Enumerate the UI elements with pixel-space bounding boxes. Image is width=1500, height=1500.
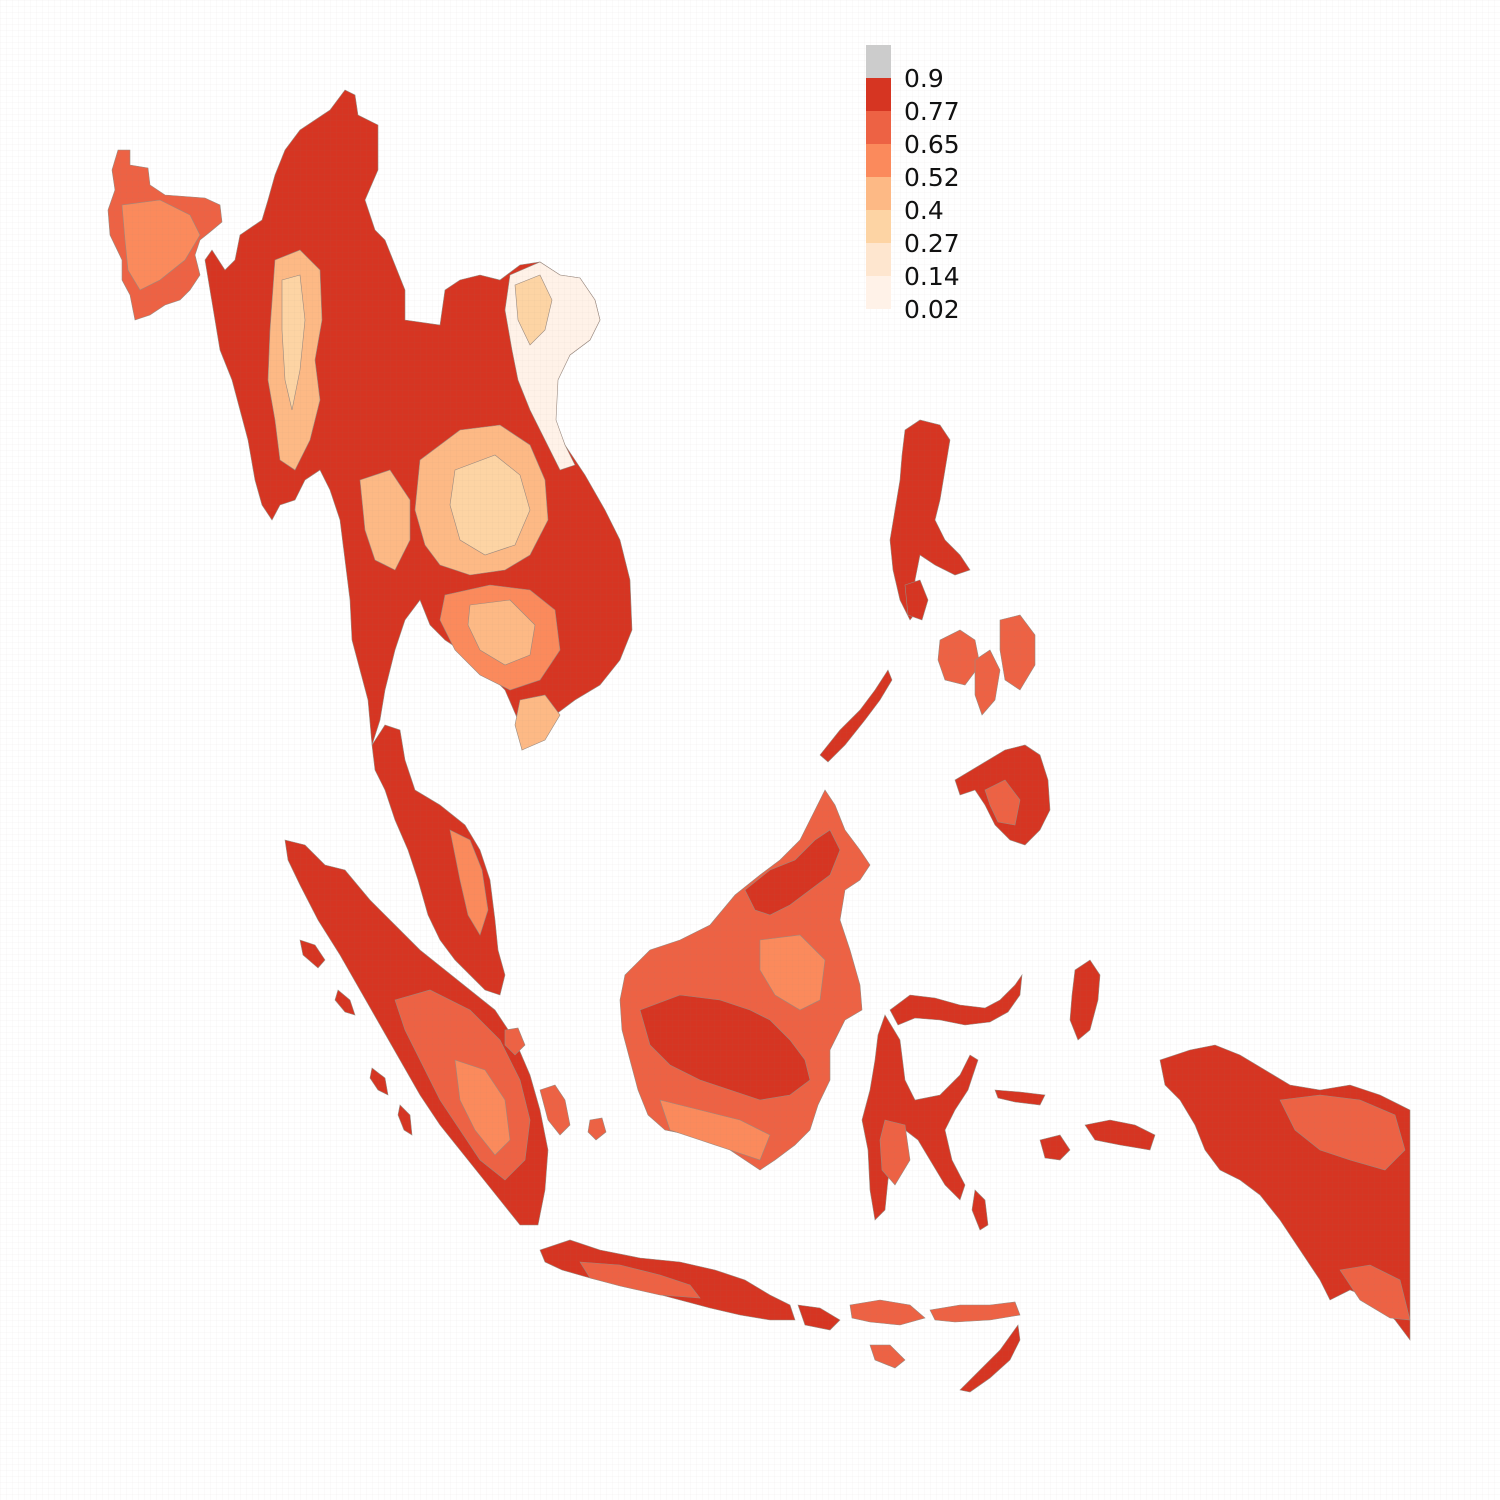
legend-label-3: 0.65 [904,130,960,159]
island-nias [299,939,326,969]
legend-bin-0 [866,45,891,78]
legend-bin-2 [866,111,891,144]
region-east-indonesia [1039,959,1411,1341]
land-timor [959,1324,1021,1393]
land-sulawesi-north-arm [889,973,1023,1026]
island-mentawai [369,1067,389,1096]
island-banggai [994,1089,1046,1106]
island-bangka [539,1084,571,1136]
island-buton [971,1189,989,1231]
land-sulawesi-body [861,1014,979,1221]
land-seram [1084,1119,1156,1151]
island-enggano [397,1104,413,1136]
legend-label-2: 0.77 [904,97,960,126]
land-mindoro [904,579,929,621]
region-borneo [619,789,871,1171]
land-sumbawa [849,1299,926,1326]
region-java [539,1239,1021,1393]
legend-bin-6 [866,243,891,276]
legend-label-4: 0.52 [904,163,960,192]
land-visayas-samar [999,614,1036,691]
land-buru [1039,1134,1071,1161]
legend-bin-3 [866,144,891,177]
legend-label-1: 0.9 [904,64,944,93]
land-visayas-panay [937,629,981,686]
island-belitung [587,1117,607,1141]
land-mainland [204,89,633,751]
legend-bin-5 [866,210,891,243]
land-visayas-negros [974,649,1001,716]
land-bali-lombok [797,1304,841,1331]
region-mainland [204,89,633,751]
land-palawan [819,669,893,763]
region-bangladesh [107,149,223,321]
land-sumba [869,1344,906,1369]
legend-bin-7 [866,276,891,309]
legend-label-8: 0.02 [904,295,960,324]
region-sulawesi [861,973,1046,1231]
region-philippines [819,419,1051,846]
land-halmahera [1069,959,1101,1041]
land-flores [929,1301,1021,1323]
legend-bin-4 [866,177,891,210]
legend-label-6: 0.27 [904,229,960,258]
legend: 0.9 0.77 0.65 0.52 0.4 0.27 0.14 0.02 [866,45,960,324]
island-siberut [334,989,356,1016]
legend-bin-1 [866,78,891,111]
land-luzon [889,419,971,621]
legend-label-5: 0.4 [904,196,944,225]
legend-label-7: 0.14 [904,262,960,291]
